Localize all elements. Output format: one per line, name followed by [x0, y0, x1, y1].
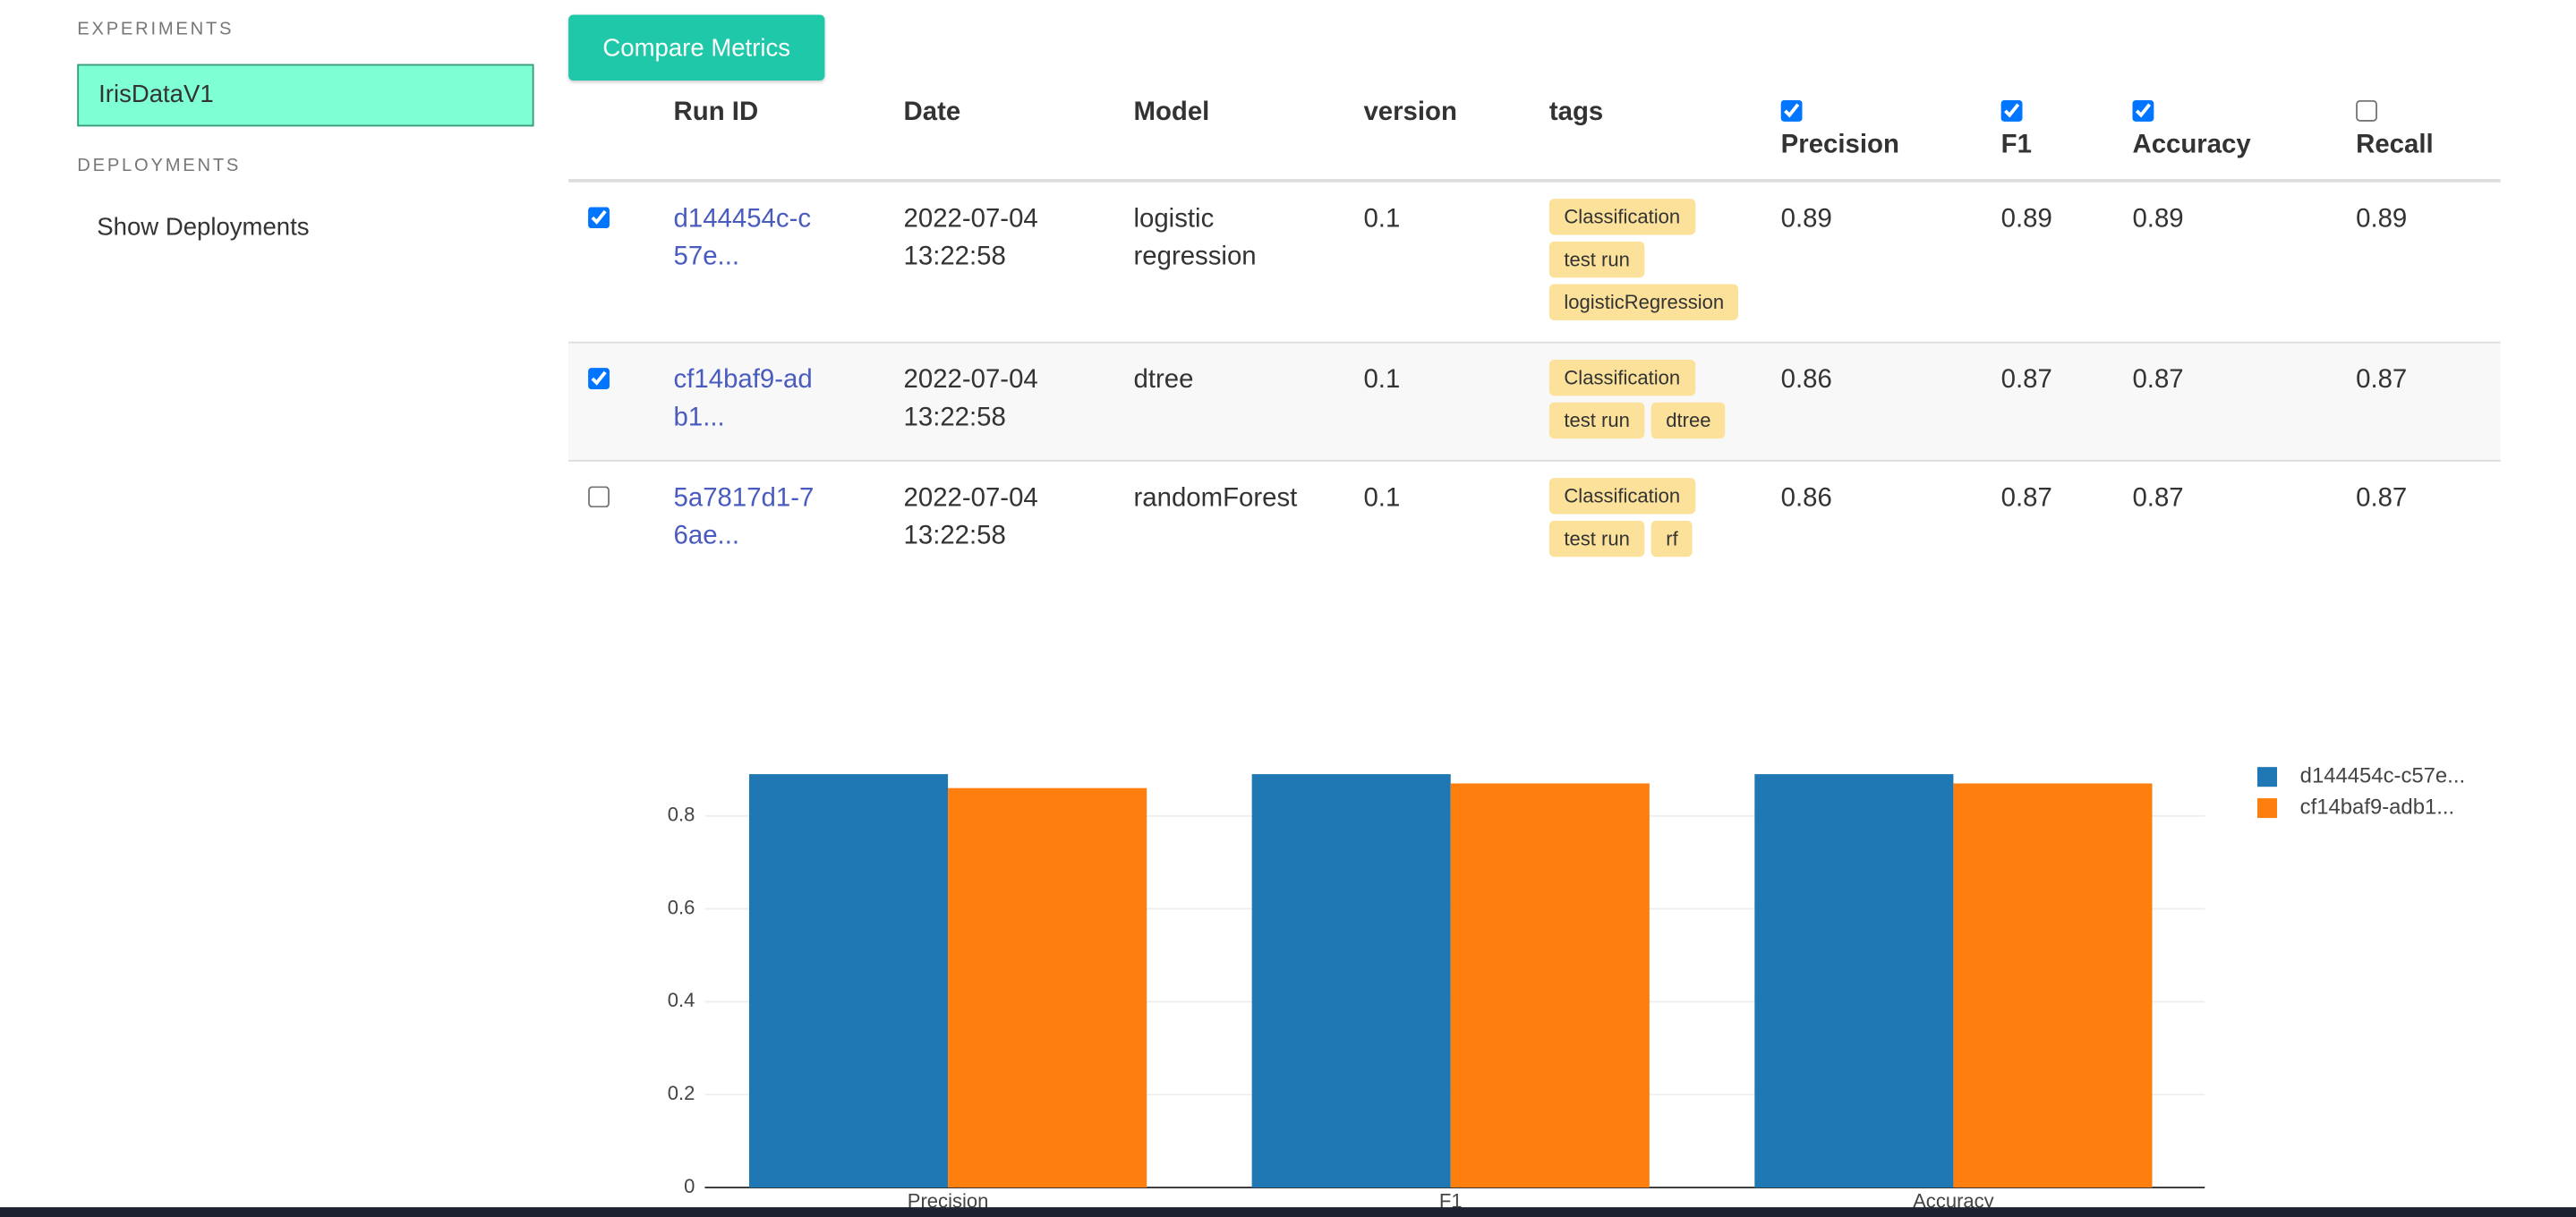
metric-cell: 0.87	[2000, 484, 2052, 513]
version-cell: 0.1	[1363, 342, 1549, 462]
y-tick-label: 0.2	[668, 1082, 695, 1104]
bar	[1450, 783, 1650, 1188]
metric-cell: 0.89	[2356, 180, 2501, 344]
select-cell	[568, 180, 674, 344]
tags-cell: Classification test run logisticRegression	[1548, 180, 1781, 344]
date-cell: 2022-07-04 13:22:58	[903, 180, 1134, 344]
column-header: tags	[1548, 85, 1781, 183]
y-tick-label: 0.4	[668, 989, 695, 1011]
run-id-cell: 5a7817d1-76ae...	[674, 461, 904, 578]
legend-label: d144454c-c57e...	[2300, 763, 2465, 787]
tags-cell: Classification test run dtree	[1548, 342, 1781, 462]
metric-cell: 0.86	[1780, 342, 2001, 462]
metric-cell: 0.87	[2132, 342, 2357, 462]
metric-cell: 0.89	[2000, 180, 2133, 344]
metric-cell: 0.89	[1780, 180, 2001, 344]
metric-header: F1	[2000, 85, 2133, 183]
section-heading: DEPLOYMENTS	[77, 156, 242, 176]
metric-label: Recall	[2356, 131, 2434, 160]
row-checkbox[interactable]	[588, 207, 610, 229]
bar	[1953, 783, 2153, 1188]
version-cell: 0.1	[1363, 484, 1401, 513]
header-cell	[568, 85, 674, 183]
bar	[1754, 774, 1954, 1188]
tag: test run	[1548, 520, 1645, 557]
tags-cell: Classification test run rf	[1548, 461, 1781, 578]
metric-cell: 0.87	[2356, 484, 2408, 513]
legend-swatch	[2256, 767, 2278, 787]
metric-header: Precision	[1780, 85, 2001, 183]
experiment-item[interactable]: IrisDataV1	[77, 64, 534, 127]
run-link[interactable]: 5a7817d1-76ae...	[673, 484, 815, 550]
metric-header: Recall	[2356, 85, 2501, 183]
metric-checkbox[interactable]	[2356, 99, 2377, 122]
run-row: d144454c-c57e... 2022-07-04 13:22:58 logis…	[568, 180, 2501, 344]
run-id-cell: d144454c-c57e...	[673, 180, 904, 344]
metric-checkbox[interactable]	[2000, 99, 2023, 122]
metric-cell: 0.87	[2356, 342, 2501, 462]
tag: logisticRegression	[1548, 284, 1739, 320]
select-cell	[568, 342, 674, 462]
row-checkbox[interactable]	[588, 368, 610, 390]
runs-table: Run ID Date Model version tags Precision F1 Acc…	[568, 85, 2501, 578]
section-heading: EXPERIMENTS	[77, 20, 235, 40]
tag: rf	[1651, 520, 1693, 557]
date-cell: 2022-07-04 13:22:58	[903, 484, 1038, 550]
model-cell: dtree	[1133, 342, 1364, 462]
metric-header: Accuracy	[2132, 85, 2357, 183]
bar	[948, 787, 1147, 1188]
tag: Classification	[1548, 478, 1695, 515]
tag: Classification	[1548, 199, 1695, 235]
tag: test run	[1548, 241, 1645, 278]
y-tick-label: 0	[684, 1175, 695, 1197]
y-tick-label: 0.8	[668, 804, 695, 826]
version-cell: 0.1	[1363, 180, 1549, 344]
tag: dtree	[1651, 402, 1726, 439]
metric-checkbox[interactable]	[2132, 99, 2154, 122]
compare-button[interactable]: Compare Metrics	[568, 14, 825, 81]
metric-label: F1	[2000, 131, 2032, 160]
run-link[interactable]: cf14baf9-adb1...	[673, 366, 813, 432]
column-header: Date	[903, 85, 1134, 183]
run-link[interactable]: d144454c-c57e...	[673, 205, 812, 271]
metric-label: Precision	[1780, 131, 1899, 160]
metric-label: Accuracy	[2132, 131, 2251, 160]
model-cell: logistic regression	[1133, 180, 1364, 344]
bar	[1251, 774, 1451, 1188]
select-cell	[568, 461, 673, 578]
run-id-cell: cf14baf9-adb1...	[673, 342, 904, 462]
window-edge	[0, 1207, 2576, 1217]
metric-checkbox[interactable]	[1780, 99, 1803, 122]
deployments-link[interactable]: Show Deployments	[97, 213, 310, 242]
row-checkbox[interactable]	[588, 486, 610, 508]
tag: Classification	[1548, 359, 1695, 396]
column-header: version	[1363, 85, 1549, 183]
tag: test run	[1548, 402, 1645, 439]
date-cell: 2022-07-04 13:22:58	[903, 342, 1134, 462]
run-row: 5a7817d1-76ae... 2022-07-04 13:22:58 rando…	[568, 461, 2501, 578]
column-header: Run ID	[673, 85, 904, 183]
bar	[748, 774, 949, 1188]
y-tick-label: 0.6	[668, 896, 695, 918]
metric-cell: 0.87	[2132, 484, 2184, 513]
metric-cell: 0.86	[1780, 484, 1832, 513]
metric-cell: 0.89	[2132, 180, 2357, 344]
legend-label: cf14baf9-adb1...	[2300, 795, 2454, 819]
column-header: Model	[1133, 85, 1364, 183]
metric-cell: 0.87	[2000, 342, 2133, 462]
legend-swatch	[2256, 798, 2278, 819]
model-cell: randomForest	[1133, 484, 1298, 513]
run-row: cf14baf9-adb1... 2022-07-04 13:22:58 dtree…	[568, 342, 2501, 462]
